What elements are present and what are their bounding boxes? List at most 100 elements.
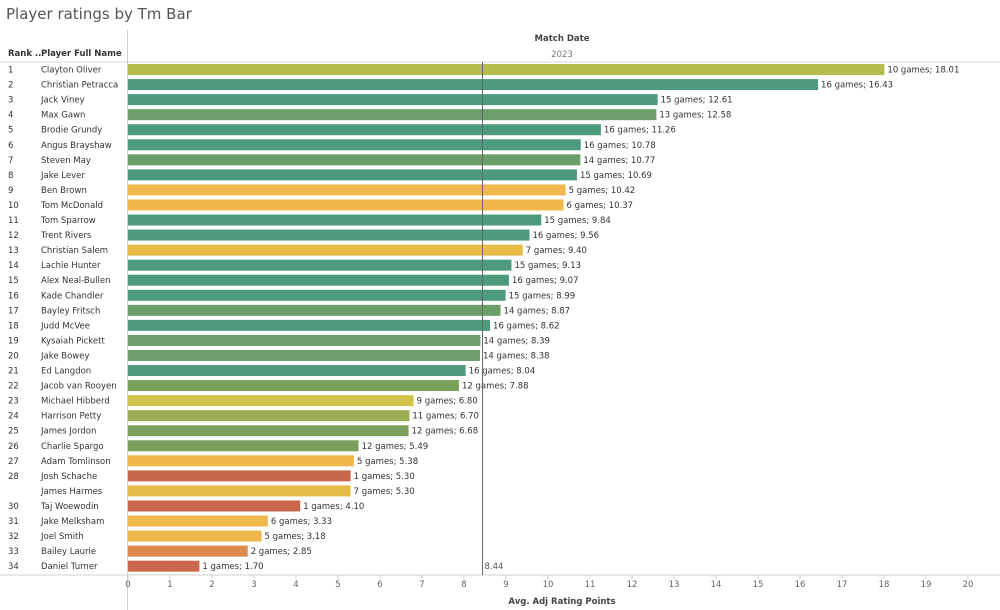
table-row[interactable]: 34 Daniel Turner 1 games; 1.70 <box>8 560 264 573</box>
player-name-label: Christian Petracca <box>41 81 118 91</box>
rank-label: 14 <box>8 261 19 271</box>
bar-data-label: 15 games; 8.99 <box>509 291 576 301</box>
bar[interactable] <box>128 334 481 346</box>
table-row[interactable]: 12 Trent Rivers 16 games; 9.56 <box>8 229 599 242</box>
rank-label: 24 <box>8 412 19 422</box>
rank-column-header[interactable]: Rank .. <box>8 49 42 59</box>
bar-data-label: 16 games; 11.26 <box>604 126 676 136</box>
table-row[interactable]: 6 Angus Brayshaw 16 games; 10.78 <box>8 139 656 151</box>
bar[interactable] <box>128 440 359 452</box>
table-row[interactable]: 28 Josh Schache 1 games; 5.30 <box>8 470 415 482</box>
bar[interactable] <box>128 560 200 572</box>
player-name-label: Taj Woewodin <box>40 502 99 512</box>
table-row[interactable]: 18 Judd McVee 16 games; 8.62 <box>8 319 560 332</box>
bar[interactable] <box>128 515 268 527</box>
table-row[interactable]: 19 Kysaiah Pickett 14 games; 8.39 <box>8 334 550 347</box>
bar[interactable] <box>128 109 657 121</box>
table-row[interactable]: 22 Jacob van Rooyen 12 games; 7.88 <box>8 380 529 392</box>
bar[interactable] <box>128 199 564 211</box>
table-row[interactable]: 2 Christian Petracca 16 games; 16.43 <box>8 79 893 91</box>
match-date-header: Match Date <box>534 34 590 44</box>
x-tick-label: 2 <box>209 580 214 590</box>
player-name-label: Adam Tomlinson <box>41 457 111 467</box>
bar[interactable] <box>128 289 506 301</box>
bar[interactable] <box>128 184 566 196</box>
table-row[interactable]: 21 Ed Langdon 16 games; 8.04 <box>8 365 535 377</box>
bar[interactable] <box>128 545 248 557</box>
bar[interactable] <box>128 169 577 181</box>
bar-data-label: 1 games; 5.30 <box>354 472 415 482</box>
bar[interactable] <box>128 365 466 377</box>
table-row[interactable]: 15 Alex Neal-Bullen 16 games; 9.07 <box>8 274 579 287</box>
table-row[interactable]: 25 James Jordon 12 games; 6.68 <box>8 425 478 437</box>
player-name-label: Jake Lever <box>40 171 85 181</box>
bar[interactable] <box>128 425 409 437</box>
bar[interactable] <box>128 214 542 226</box>
bar-data-label: 10 games; 18.01 <box>887 66 959 76</box>
rank-label: 8 <box>8 171 13 181</box>
bar[interactable] <box>128 530 262 542</box>
table-row[interactable]: 7 Steven May 14 games; 10.77 <box>8 154 655 166</box>
bar[interactable] <box>128 154 581 166</box>
bar[interactable] <box>128 79 819 91</box>
table-row[interactable]: 20 Jake Bowey 14 games; 8.38 <box>8 349 550 362</box>
rank-label: 7 <box>8 156 13 166</box>
bar[interactable] <box>128 410 410 422</box>
player-name-label: Alex Neal-Bullen <box>41 276 110 286</box>
bar-data-label: 12 games; 5.49 <box>362 442 429 452</box>
bar[interactable] <box>128 94 658 106</box>
table-row[interactable]: 26 Charlie Spargo 12 games; 5.49 <box>8 440 428 452</box>
x-tick-label: 0 <box>125 580 130 590</box>
bar-data-label: 6 games; 10.37 <box>567 201 634 211</box>
table-row[interactable]: 8 Jake Lever 15 games; 10.69 <box>8 169 652 181</box>
table-row[interactable]: 9 Ben Brown 5 games; 10.42 <box>8 184 635 196</box>
table-row[interactable]: 11 Tom Sparrow 15 games; 9.84 <box>8 214 611 227</box>
x-tick-label: 8 <box>461 580 466 590</box>
table-row[interactable]: 24 Harrison Petty 11 games; 6.70 <box>8 410 479 422</box>
player-name-label: Daniel Turner <box>41 562 98 572</box>
table-row[interactable]: 32 Joel Smith 5 games; 3.18 <box>8 530 326 543</box>
table-row[interactable]: 13 Christian Salem 7 games; 9.40 <box>8 244 587 257</box>
bar-data-label: 1 games; 1.70 <box>202 562 263 572</box>
x-tick-label: 10 <box>543 580 554 590</box>
table-row[interactable]: 14 Lachie Hunter 15 games; 9.13 <box>8 259 581 272</box>
bar[interactable] <box>128 244 523 256</box>
bar[interactable] <box>128 349 480 361</box>
table-row[interactable]: 10 Tom McDonald 6 games; 10.37 <box>8 199 633 211</box>
bar-data-label: 2 games; 2.85 <box>251 547 312 557</box>
table-row[interactable]: 4 Max Gawn 13 games; 12.58 <box>8 109 731 121</box>
table-row[interactable]: 23 Michael Hibberd 9 games; 6.80 <box>8 395 478 407</box>
bar[interactable] <box>128 455 354 467</box>
bar[interactable] <box>128 274 509 286</box>
player-name-label: Lachie Hunter <box>41 261 101 271</box>
bar[interactable] <box>128 500 301 512</box>
bar-data-label: 5 games; 5.38 <box>357 457 418 467</box>
bar[interactable] <box>128 485 351 497</box>
x-tick-label: 5 <box>335 580 340 590</box>
bar[interactable] <box>128 395 414 407</box>
bar[interactable] <box>128 470 351 482</box>
player-name-label: James Jordon <box>40 427 96 437</box>
table-row[interactable]: 5 Brodie Grundy 16 games; 11.26 <box>8 124 676 136</box>
table-row[interactable]: 3 Jack Viney 15 games; 12.61 <box>8 94 733 106</box>
table-row[interactable]: 30 Taj Woewodin 1 games; 4.10 <box>8 500 364 512</box>
table-row[interactable]: James Harmes 7 games; 5.30 <box>40 485 415 497</box>
bar[interactable] <box>128 124 601 136</box>
bar[interactable] <box>128 64 885 76</box>
table-row[interactable]: 27 Adam Tomlinson 5 games; 5.38 <box>8 455 418 467</box>
bar[interactable] <box>128 259 512 271</box>
bar[interactable] <box>128 319 491 331</box>
table-row[interactable]: 33 Bailey Laurie 2 games; 2.85 <box>8 545 312 558</box>
bar[interactable] <box>128 380 459 392</box>
table-row[interactable]: 16 Kade Chandler 15 games; 8.99 <box>8 289 576 302</box>
x-tick-label: 20 <box>963 580 974 590</box>
bar[interactable] <box>128 139 581 151</box>
table-row[interactable]: 31 Jake Melksham 6 games; 3.33 <box>8 515 332 528</box>
player-name-column-header[interactable]: Player Full Name <box>41 49 122 59</box>
bar[interactable] <box>128 304 501 316</box>
table-row[interactable]: 17 Bayley Fritsch 14 games; 8.87 <box>8 304 570 317</box>
bar[interactable] <box>128 229 530 241</box>
table-row[interactable]: 1 Clayton Oliver 10 games; 18.01 <box>8 64 959 76</box>
rank-label: 21 <box>8 367 19 377</box>
player-name-label: Bayley Fritsch <box>41 306 100 316</box>
